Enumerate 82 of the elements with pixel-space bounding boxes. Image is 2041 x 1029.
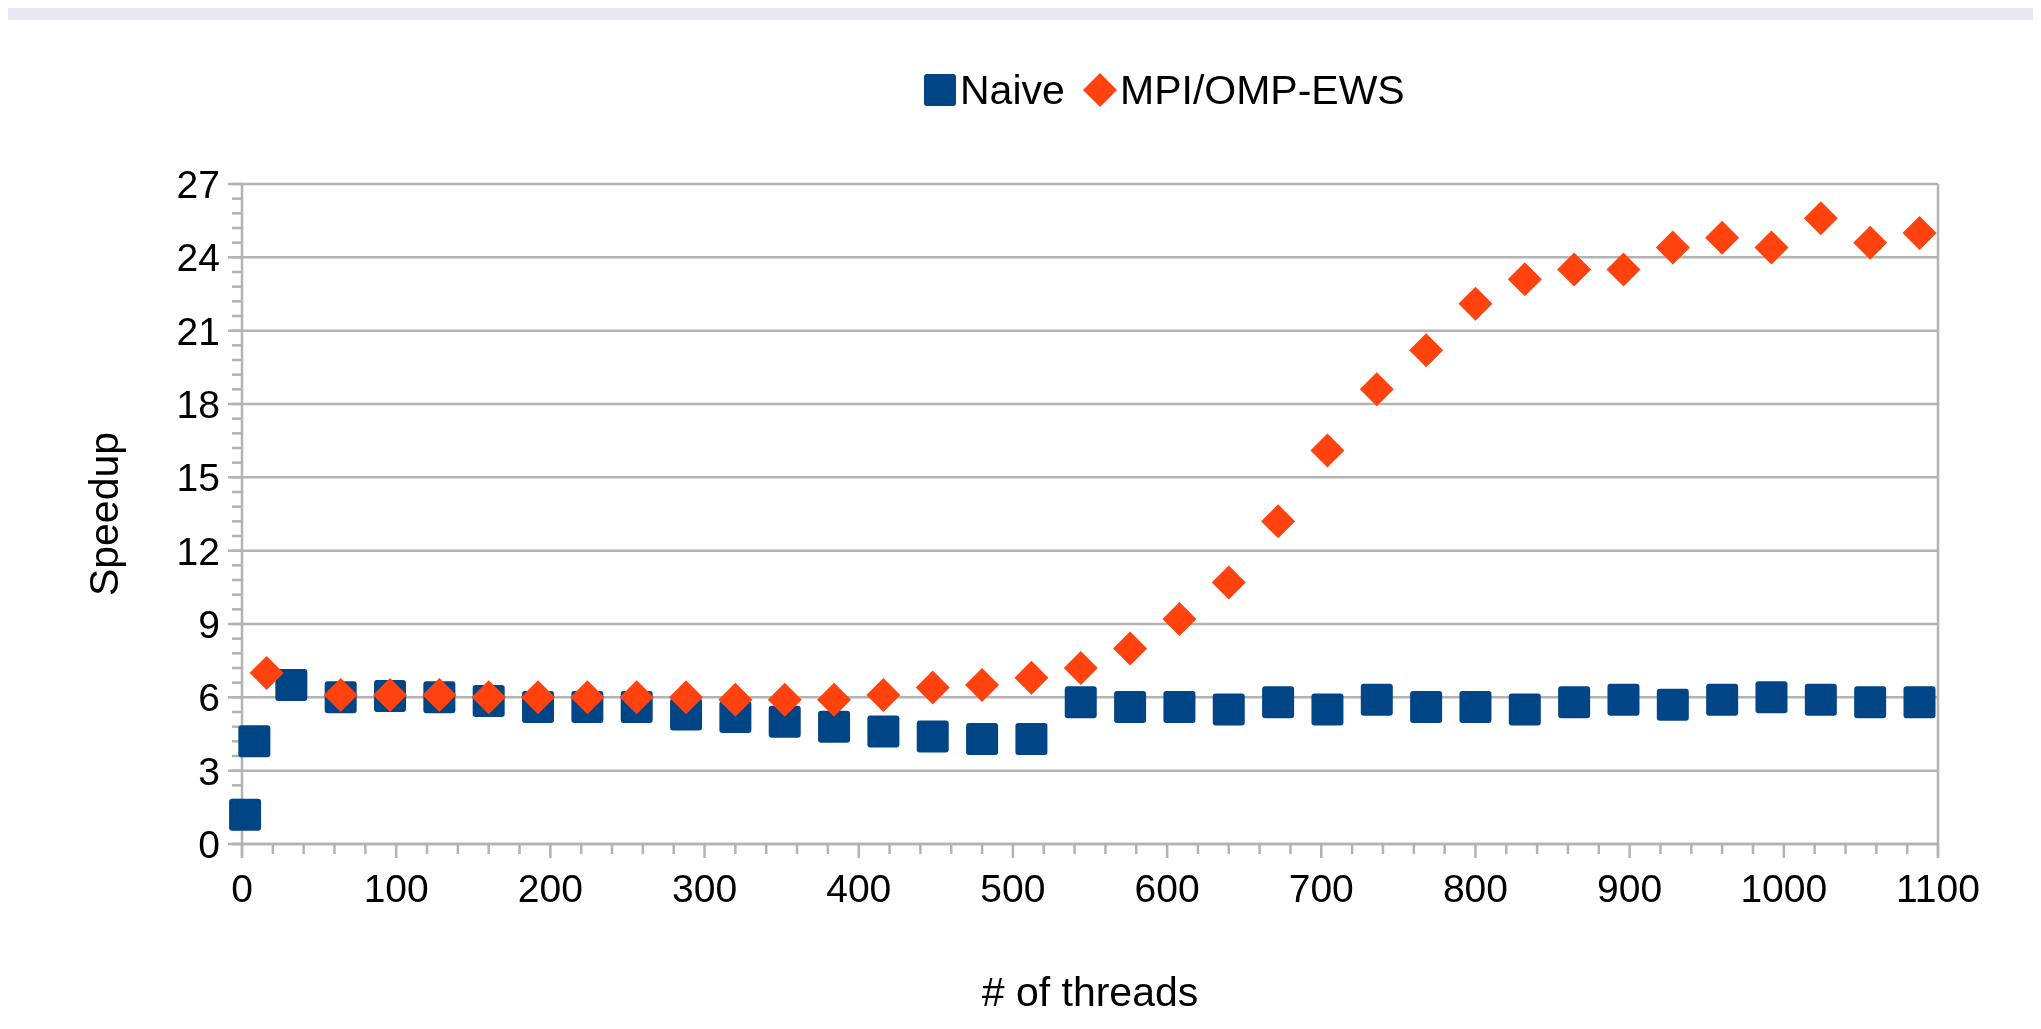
point [238,725,271,758]
point [1113,631,1148,666]
x-axis-title: # of threads [981,969,1199,1015]
point [866,677,901,712]
point [1902,215,1937,250]
x-tick-label: 100 [363,867,429,910]
point [1459,691,1492,724]
point [1211,565,1246,600]
y-axis-title: Speedup [81,431,127,597]
point [1853,225,1888,260]
y-tick-label: 9 [198,603,220,646]
point [1655,230,1690,265]
point [1507,262,1542,297]
point [521,680,556,715]
point [1359,372,1394,407]
point [1409,333,1444,368]
point [1063,651,1098,685]
point [767,682,802,717]
point [916,720,949,753]
point [818,710,851,743]
point [669,680,704,715]
point [229,798,262,831]
point [1656,688,1689,721]
point [1754,230,1789,265]
y-tick-label: 3 [198,749,220,793]
x-tick-label: 0 [231,867,253,910]
point [1903,686,1936,719]
point [1410,691,1443,724]
point [1557,252,1592,287]
point [570,680,605,715]
point [1114,691,1147,724]
y-tick-label: 0 [198,823,220,866]
point [1854,686,1887,719]
point [718,682,753,717]
point [1014,660,1049,695]
y-tick-label: 15 [176,456,220,500]
y-tick-label: 21 [176,309,220,353]
point [965,668,1000,703]
point [1162,602,1197,637]
point [1262,686,1295,719]
point [1310,433,1345,468]
x-tick-label: 700 [1288,867,1354,910]
x-tick-label: 400 [826,867,892,910]
x-tick-label: 800 [1442,867,1508,910]
point [249,655,284,690]
point [1163,691,1196,724]
point [1705,220,1740,255]
point [867,715,900,748]
legend-label: Naive [960,67,1065,113]
x-tick-label: 1100 [1896,867,1980,910]
point [1558,686,1591,719]
point [1803,201,1838,236]
point [817,682,852,717]
x-tick-label: 600 [1134,867,1200,910]
y-tick-label: 18 [176,383,220,426]
x-tick-label: 200 [517,867,583,910]
x-tick-label: 500 [980,867,1046,910]
y-tick-label: 24 [176,236,220,280]
point [1755,681,1788,714]
point [1706,683,1739,716]
x-tick-label: 1000 [1740,867,1828,910]
point [275,669,308,702]
point [1458,286,1493,321]
point [1606,252,1641,287]
point [915,670,950,705]
legend-label: MPI/OMP-EWS [1120,67,1405,113]
x-tick-label: 900 [1597,867,1663,910]
y-tick-label: 6 [198,676,220,720]
point [619,680,654,715]
x-tick-label: 300 [672,867,738,910]
point [1804,683,1837,716]
point [1064,686,1097,719]
point [1311,693,1344,726]
y-tick-label: 27 [176,163,220,206]
y-tick-label: 12 [176,529,220,573]
point [1015,722,1048,755]
point [1607,683,1640,716]
point [1508,693,1541,726]
point [1360,683,1393,716]
point [1212,693,1245,726]
point [1261,504,1296,539]
point [966,722,999,755]
